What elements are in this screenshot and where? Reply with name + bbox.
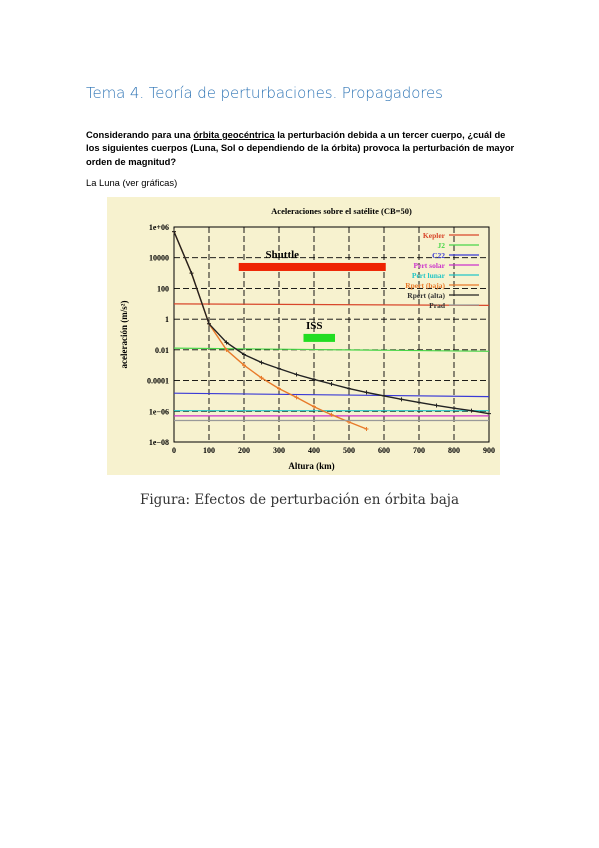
question-before: Considerando para una xyxy=(86,129,194,140)
series-marker xyxy=(242,363,246,368)
question-text: Considerando para una órbita geocéntrica… xyxy=(86,128,516,168)
page-title: Tema 4. Teoría de perturbaciones. Propag… xyxy=(86,84,443,102)
y-tick-label: 100 xyxy=(157,284,169,293)
chart-title: Aceleraciones sobre el satélite (CB=50) xyxy=(271,206,412,216)
legend-label: J2 xyxy=(438,241,446,250)
legend-label: Rpert (alta) xyxy=(407,291,445,300)
series-marker xyxy=(399,397,404,402)
x-tick-label: 0 xyxy=(172,446,176,455)
series-marker xyxy=(259,360,264,365)
legend-label: Pert solar xyxy=(414,261,446,270)
annotation-label: Shuttle xyxy=(265,249,299,261)
x-tick-label: 100 xyxy=(203,446,215,455)
x-tick-label: 300 xyxy=(273,446,285,455)
answer-text: La Luna (ver gráficas) xyxy=(86,177,178,188)
series-marker xyxy=(329,412,334,417)
legend-label: Kepler xyxy=(423,231,446,240)
series-marker xyxy=(452,406,456,411)
annotation-bar xyxy=(303,333,335,342)
series-marker xyxy=(382,393,386,398)
series-marker xyxy=(277,366,281,371)
y-tick-label: 0.01 xyxy=(155,346,169,355)
series-marker xyxy=(224,340,229,345)
series-marker xyxy=(469,408,474,413)
series-line xyxy=(173,303,490,306)
question-after: la perturbación debida a un tercer cuerp… xyxy=(86,129,515,167)
series-marker xyxy=(312,377,316,382)
x-tick-label: 600 xyxy=(378,446,390,455)
annotation-label: ISS xyxy=(306,320,323,332)
legend-label: Rpert (baja) xyxy=(405,281,445,290)
y-tick-label: 1e+06 xyxy=(149,223,169,232)
question-underlined: órbita geocéntrica xyxy=(193,129,275,140)
series-marker xyxy=(224,347,229,352)
legend-label: Pert lunar xyxy=(412,271,446,280)
y-tick-label: 1 xyxy=(165,315,169,324)
series-marker xyxy=(277,386,281,391)
series-marker xyxy=(417,400,421,405)
figure-caption: Figura: Efectos de perturbación en órbit… xyxy=(139,492,459,508)
perturbation-chart: 0 100 200 300 400 500 600 700 800 9001e+061000010… xyxy=(107,197,500,475)
series-marker xyxy=(329,381,334,386)
perturbation-figure: 0 100 200 300 400 500 600 700 800 900 1e+06 10000 10… xyxy=(107,197,500,475)
series-marker xyxy=(259,375,264,380)
plot-frame xyxy=(173,226,490,443)
x-tick-label: 800 xyxy=(448,446,460,455)
series-marker xyxy=(207,321,211,326)
y-axis-label: aceleración (m/s²) xyxy=(119,301,129,369)
x-tick-label: 900 xyxy=(483,446,495,455)
series-marker xyxy=(172,229,176,234)
y-tick-label: 0.0001 xyxy=(147,377,169,386)
x-tick-label: 500 xyxy=(343,446,355,455)
y-tick-label: 1e−08 xyxy=(149,438,169,447)
y-tick-label: 10000 xyxy=(149,254,169,263)
legend-label: Prad xyxy=(429,301,446,310)
series-marker xyxy=(242,352,246,357)
series-marker xyxy=(364,427,369,432)
series-marker xyxy=(294,372,299,377)
series-marker xyxy=(364,390,369,395)
y-tick-label: 1e−06 xyxy=(149,407,169,416)
series-marker xyxy=(312,404,316,409)
annotation-bar xyxy=(238,262,386,271)
series-marker xyxy=(294,395,299,400)
x-tick-label: 700 xyxy=(413,446,425,455)
series-marker xyxy=(189,271,194,276)
legend-label: C22 xyxy=(432,251,445,260)
series-marker xyxy=(434,403,439,408)
series-line xyxy=(173,392,490,398)
x-tick-label: 200 xyxy=(238,446,250,455)
x-tick-label: 400 xyxy=(308,446,320,455)
series-marker xyxy=(487,411,491,416)
x-axis-label: Altura (km) xyxy=(288,461,334,471)
series-marker xyxy=(347,386,351,391)
